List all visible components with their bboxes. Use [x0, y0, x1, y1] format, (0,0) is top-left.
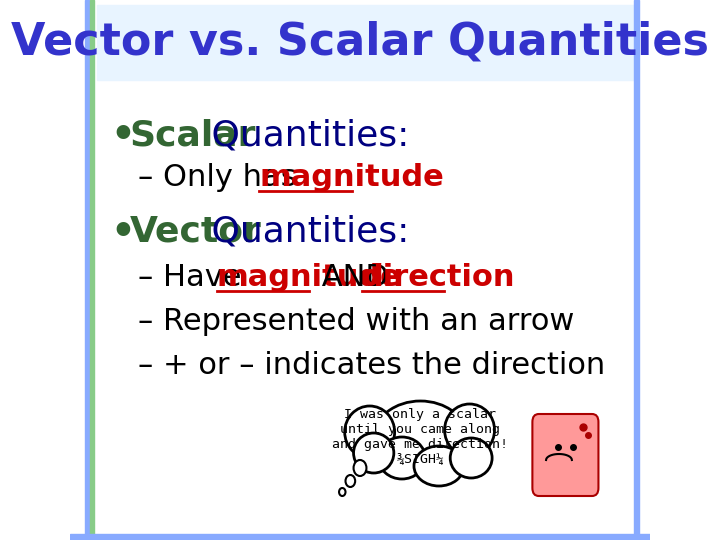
- Ellipse shape: [444, 404, 495, 456]
- Text: Scalar: Scalar: [130, 118, 256, 152]
- Bar: [634, 0, 639, 540]
- Text: •: •: [110, 116, 135, 154]
- Ellipse shape: [414, 446, 464, 486]
- Text: Quantities:: Quantities:: [200, 118, 410, 152]
- Ellipse shape: [374, 401, 467, 473]
- Bar: [70, 534, 650, 540]
- Text: Vector: Vector: [130, 215, 261, 249]
- Text: AND: AND: [312, 264, 398, 293]
- FancyBboxPatch shape: [532, 414, 598, 496]
- Text: Quantities:: Quantities:: [200, 215, 410, 249]
- Text: – Have: – Have: [138, 264, 252, 293]
- Bar: [84, 0, 89, 540]
- Text: •: •: [110, 213, 135, 251]
- Text: – + or – indicates the direction: – + or – indicates the direction: [138, 352, 606, 381]
- Circle shape: [346, 475, 355, 487]
- Text: – Represented with an arrow: – Represented with an arrow: [138, 307, 575, 336]
- Ellipse shape: [345, 406, 395, 458]
- Text: Vector vs. Scalar Quantities: Vector vs. Scalar Quantities: [11, 21, 709, 64]
- Ellipse shape: [354, 433, 394, 473]
- Text: – Only has: – Only has: [138, 164, 307, 192]
- Text: direction: direction: [361, 264, 515, 293]
- Ellipse shape: [450, 438, 492, 478]
- Bar: [90, 0, 94, 540]
- Circle shape: [354, 460, 366, 476]
- Ellipse shape: [379, 437, 426, 479]
- Bar: [96, 5, 634, 80]
- Text: magnitude: magnitude: [217, 264, 401, 293]
- Text: magnitude: magnitude: [259, 164, 444, 192]
- Text: I was only a scalar
until you came along
and gave me direction!
¾SIGH¼: I was only a scalar until you came along…: [333, 408, 508, 466]
- Circle shape: [339, 488, 346, 496]
